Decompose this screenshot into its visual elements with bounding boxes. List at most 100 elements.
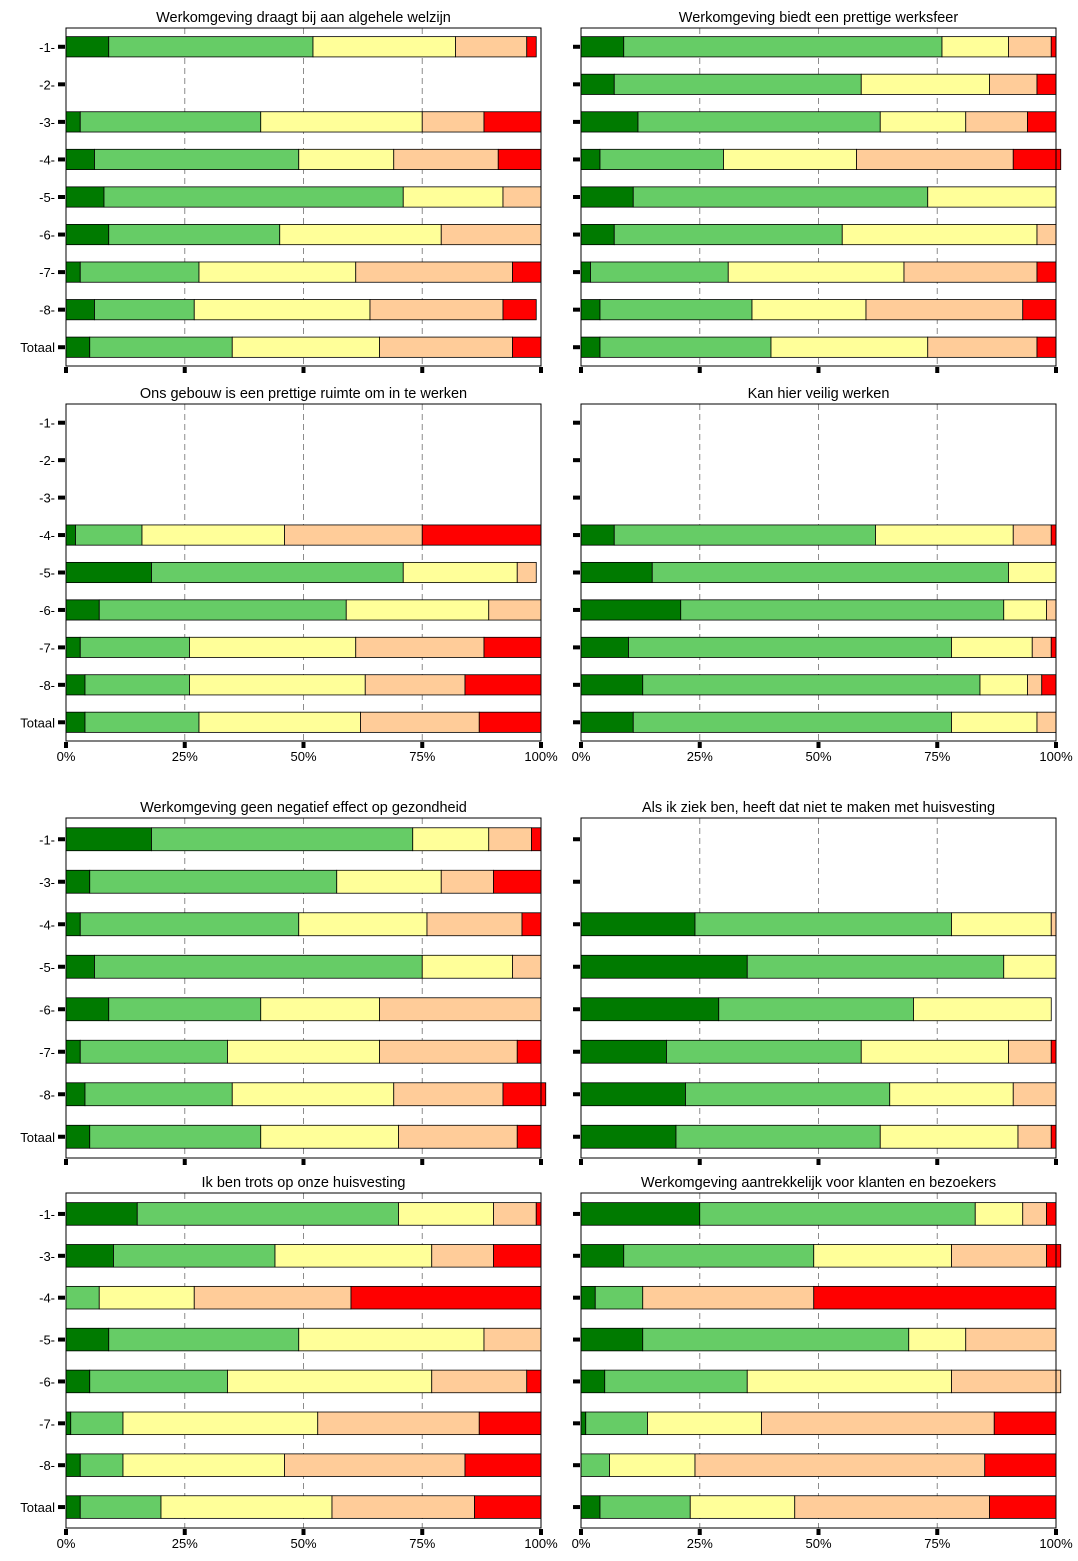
bar-segment-very-positive xyxy=(580,997,720,1022)
chart-panel-2: Werkomgeving biedt een prettige werksfee… xyxy=(573,10,1062,373)
bar-segment-positive xyxy=(675,1124,881,1149)
bar-segment-very-negative xyxy=(1027,111,1057,133)
bar-segment-negative xyxy=(1008,1039,1052,1064)
bar-segment-negative xyxy=(284,524,423,546)
bar-segment-very-positive xyxy=(580,1202,701,1226)
plot-frame xyxy=(65,27,542,367)
bar-segment-positive xyxy=(623,1244,815,1268)
bar-segment-very-positive xyxy=(580,224,615,246)
chart-title: Ons gebouw is een prettige ruimte om in … xyxy=(140,386,467,402)
category-label: -4- xyxy=(39,1291,55,1306)
bar-segment-neutral xyxy=(927,186,1057,208)
bar-segment-positive xyxy=(136,1202,399,1226)
bar-segment-positive xyxy=(599,299,753,321)
y-tick xyxy=(58,1463,65,1468)
bar-segment-neutral xyxy=(941,36,1009,58)
x-tick xyxy=(64,742,68,748)
bar-segment-neutral xyxy=(260,1124,399,1149)
bar-segment-negative xyxy=(440,869,494,894)
chart-title: Als ik ziek ben, heeft dat niet te maken… xyxy=(642,800,995,816)
bar-segment-positive xyxy=(79,261,200,283)
y-tick xyxy=(573,270,580,275)
bar-segment-negative xyxy=(488,827,532,852)
bar-segment-very-positive xyxy=(65,36,110,58)
bar-segment-neutral xyxy=(260,997,380,1022)
x-tick xyxy=(301,742,306,748)
category-label: -8- xyxy=(39,303,55,318)
x-tick xyxy=(64,1529,68,1535)
bar-segment-very-positive xyxy=(580,1327,644,1352)
bar-segment-negative xyxy=(421,111,485,133)
bar-segment-positive xyxy=(79,1453,124,1477)
y-tick xyxy=(58,307,65,312)
bar-segment-very-negative xyxy=(1041,674,1057,696)
bar-segment-neutral xyxy=(1008,561,1057,584)
x-tick-label: 25% xyxy=(687,1536,713,1551)
x-tick-label: 100% xyxy=(1039,1536,1073,1551)
bar-segment-neutral xyxy=(402,186,504,208)
bar-segment-very-positive xyxy=(580,1244,625,1268)
bar-segment-very-positive xyxy=(65,599,100,621)
y-tick xyxy=(573,82,580,87)
bar-segment-neutral xyxy=(875,524,1014,546)
y-tick xyxy=(573,720,580,725)
chart-title: Werkomgeving biedt een prettige werksfee… xyxy=(679,10,959,26)
x-tick xyxy=(579,742,583,748)
bar-segment-positive xyxy=(613,73,862,95)
x-tick xyxy=(935,1529,940,1535)
chart-title: Ik ben trots op onze huisvesting xyxy=(202,1175,406,1191)
x-tick xyxy=(182,1529,187,1535)
bar-segment-very-negative xyxy=(497,148,542,170)
y-tick xyxy=(573,44,580,49)
bar-segment-negative xyxy=(493,1202,537,1226)
x-tick xyxy=(301,1159,306,1165)
bar-segment-positive xyxy=(613,524,876,546)
x-tick xyxy=(420,1529,425,1535)
bar-segment-neutral xyxy=(647,1411,762,1436)
y-tick xyxy=(573,645,580,650)
bar-segment-very-negative xyxy=(502,1082,547,1107)
bar-segment-neutral xyxy=(974,1202,1024,1226)
bar-segment-very-positive xyxy=(65,1495,81,1519)
bar-segment-very-negative xyxy=(483,636,542,658)
bar-segment-negative xyxy=(761,1411,995,1436)
bar-segment-positive xyxy=(79,636,190,658)
y-tick xyxy=(573,420,580,425)
category-label: -5- xyxy=(39,1333,55,1348)
bar-segment-neutral xyxy=(122,1411,319,1436)
y-tick xyxy=(573,682,580,687)
bar-segment-neutral xyxy=(98,1285,195,1310)
bar-segment-neutral xyxy=(189,636,357,658)
bar-segment-negative xyxy=(1012,524,1052,546)
bar-segment-negative xyxy=(927,336,1038,358)
x-tick-label: 25% xyxy=(687,749,713,764)
chart-panel-5: Werkomgeving geen negatief effect op gez… xyxy=(20,800,547,1165)
x-tick xyxy=(64,367,68,373)
category-label: -3- xyxy=(39,491,55,506)
y-tick xyxy=(58,837,65,842)
bar-segment-very-negative xyxy=(421,524,542,546)
bar-segment-very-positive xyxy=(65,1039,81,1064)
y-tick xyxy=(58,1421,65,1426)
x-tick-label: 0% xyxy=(572,749,591,764)
bar-segment-very-positive xyxy=(65,1082,86,1107)
category-label: -8- xyxy=(39,1087,55,1102)
chart-title: Kan hier veilig werken xyxy=(748,386,890,402)
chart-title: Werkomgeving geen negatief effect op gez… xyxy=(140,800,467,816)
bar-segment-negative xyxy=(379,1039,518,1064)
bar-segment-very-negative xyxy=(464,674,542,696)
bar-segment-positive xyxy=(585,1411,648,1436)
x-tick xyxy=(539,1529,543,1535)
x-tick-label: 0% xyxy=(57,749,76,764)
bar-segment-neutral xyxy=(260,111,423,133)
bar-segment-neutral xyxy=(979,674,1028,696)
bar-segment-negative xyxy=(431,1244,494,1268)
bar-segment-negative xyxy=(393,148,499,170)
bar-segment-positive xyxy=(94,954,423,979)
x-tick-label: 25% xyxy=(172,1536,198,1551)
bar-segment-neutral xyxy=(609,1453,696,1477)
bar-segment-very-positive xyxy=(580,1285,596,1310)
y-tick xyxy=(58,1505,65,1510)
bar-segment-positive xyxy=(108,36,314,58)
chart-panel-3: Ons gebouw is een prettige ruimte om in … xyxy=(20,386,558,764)
